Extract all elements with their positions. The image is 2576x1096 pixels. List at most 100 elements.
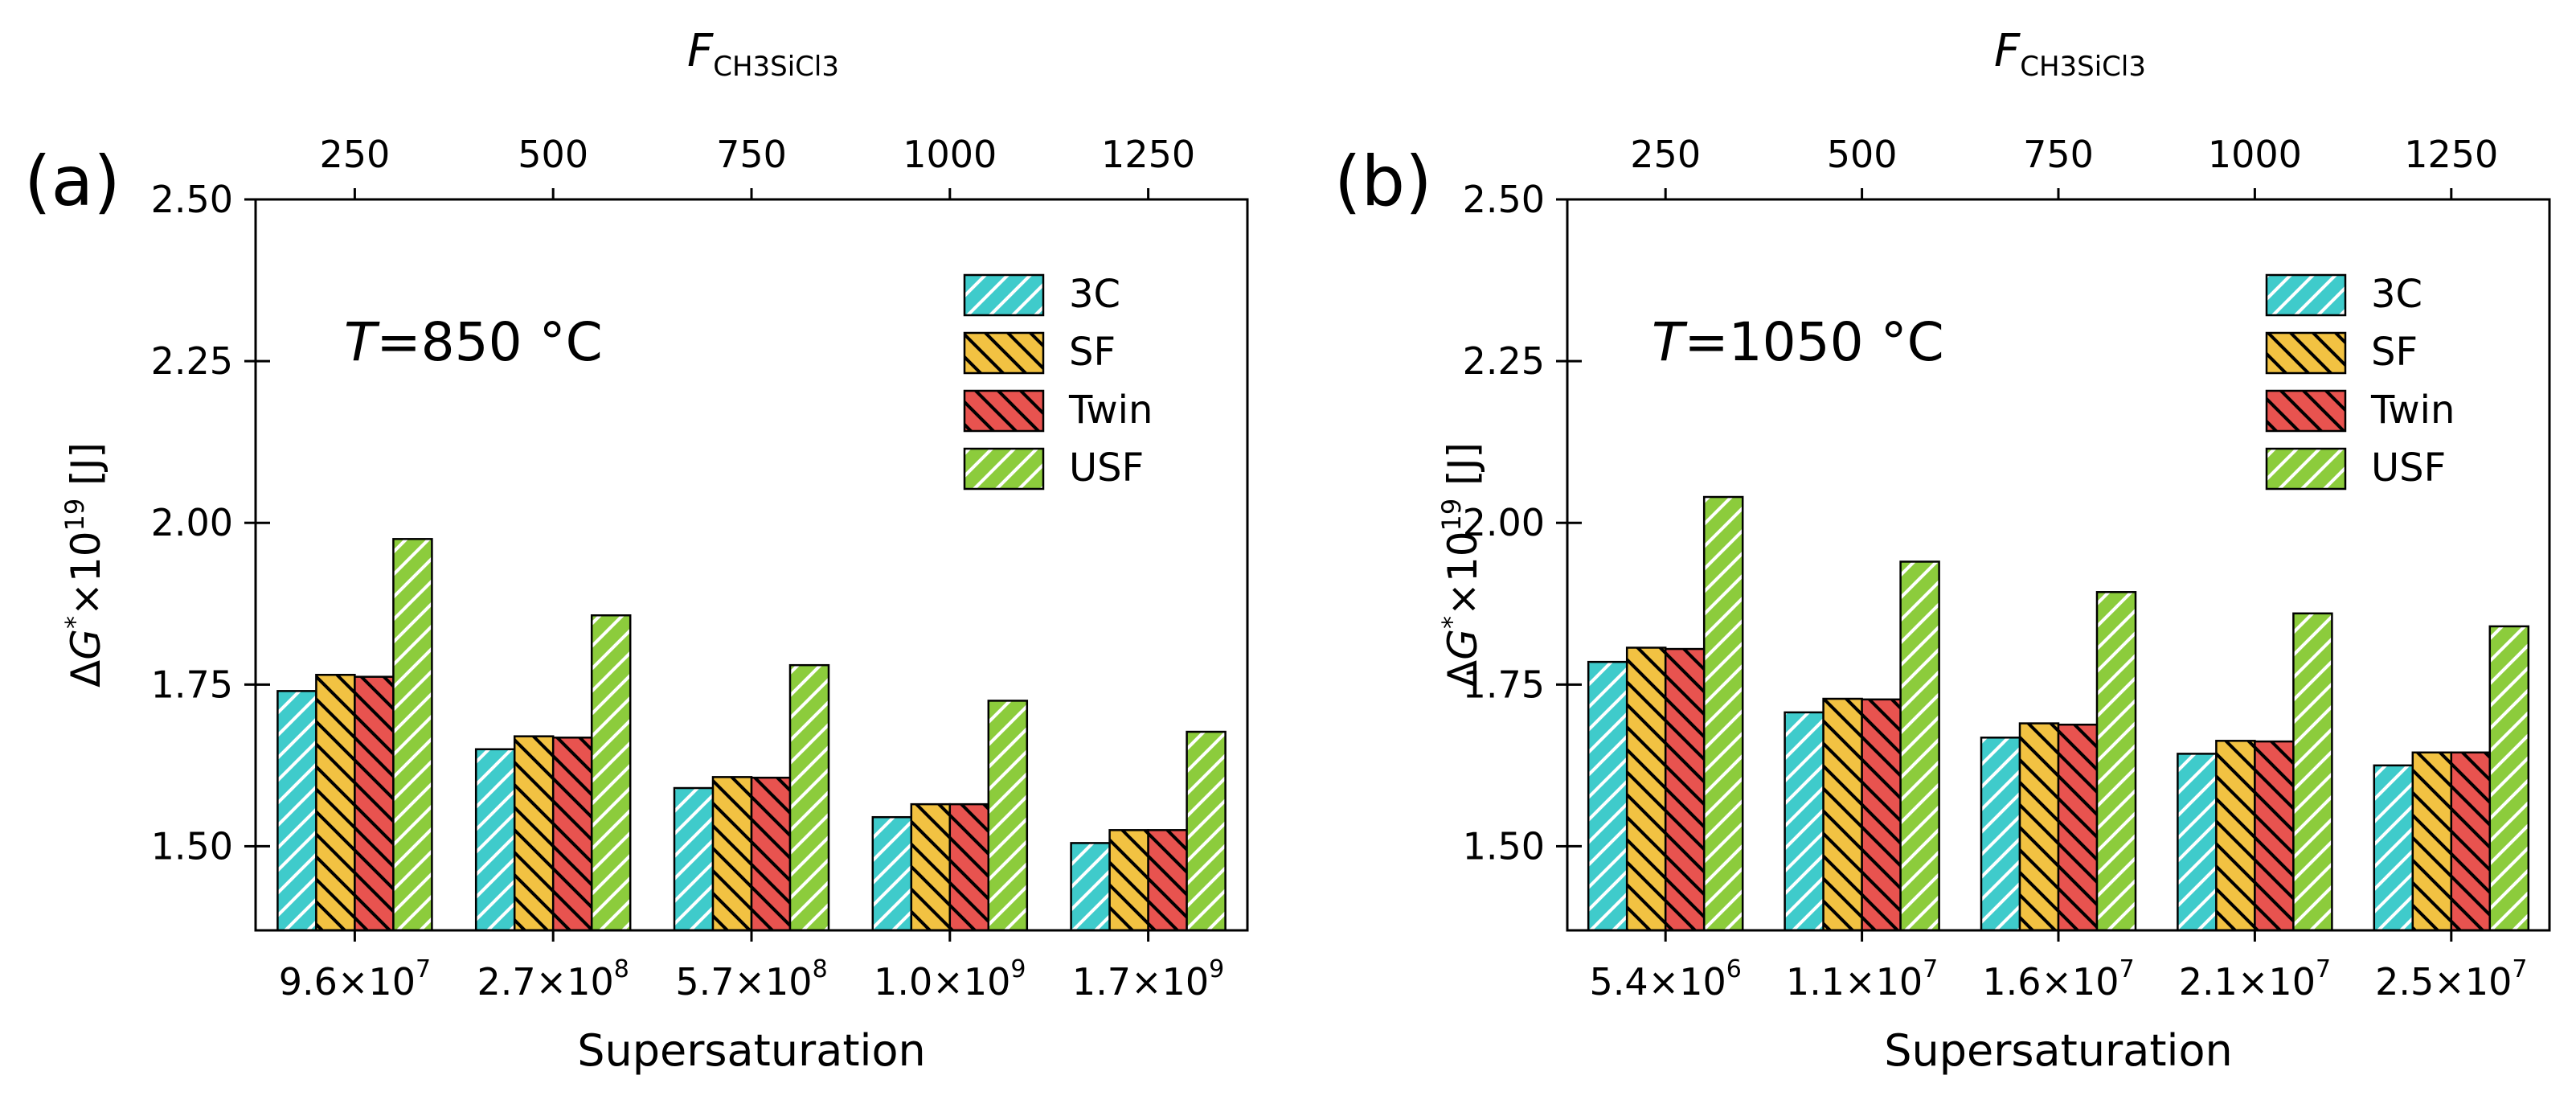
bar-usf-4 (2292, 612, 2333, 932)
bar-sf-5 (2411, 751, 2453, 932)
legend-swatch (963, 331, 1045, 375)
legend-item-sf: SF (963, 330, 1116, 375)
top-tick-label: 500 (1827, 133, 1898, 176)
bar-3c-4 (871, 815, 913, 932)
top-axis-title: FCH3SiCl3 (687, 25, 839, 83)
legend-label: USF (2371, 445, 2446, 491)
legend-swatch (963, 273, 1045, 317)
x-category-label: 5.4×106 (1590, 955, 1742, 1004)
top-tick-label: 1250 (2404, 133, 2498, 176)
top-tick-label: 1250 (1101, 133, 1195, 176)
legend-label: SF (2371, 330, 2418, 375)
y-tick-label: 1.50 (151, 824, 233, 868)
bar-usf-1 (392, 538, 433, 932)
y-tick-label: 2.50 (1463, 178, 1545, 221)
bar-sf-1 (1625, 647, 1667, 932)
bar-3c-2 (1784, 711, 1824, 932)
bar-sf-2 (513, 735, 555, 932)
bar-usf-5 (1186, 730, 1227, 932)
x-category-label: 1.0×109 (874, 955, 1026, 1004)
y-tick-label: 1.75 (151, 663, 233, 706)
y-tick-label: 2.25 (1463, 339, 1545, 383)
top-tick-label: 250 (1630, 133, 1701, 176)
legend-swatch (2265, 331, 2347, 375)
legend-item-twin: Twin (963, 388, 1153, 433)
legend-item-twin: Twin (2265, 388, 2455, 433)
bar-sf-5 (1108, 829, 1149, 932)
bar-twin-5 (1147, 829, 1188, 932)
top-tick-label: 500 (518, 133, 588, 176)
bar-twin-1 (1664, 647, 1706, 932)
bar-twin-3 (750, 776, 792, 932)
y-axis-title: ΔG*×1019 [J] (59, 442, 109, 688)
legend-item-usf: USF (2265, 445, 2446, 491)
legend-item-3c: 3C (963, 272, 1120, 317)
bar-twin-5 (2450, 751, 2492, 932)
bar-twin-4 (948, 803, 990, 932)
bar-usf-3 (2095, 591, 2137, 932)
y-tick-label: 2.25 (151, 339, 233, 383)
legend-label: SF (1069, 330, 1116, 375)
bar-twin-4 (2254, 740, 2295, 932)
bar-sf-1 (315, 674, 356, 932)
legend-label: Twin (2370, 388, 2455, 433)
x-axis-title: Supersaturation (1884, 1025, 2233, 1076)
bar-3c-5 (2373, 764, 2414, 932)
bar-usf-1 (1702, 495, 1744, 932)
bar-sf-3 (2018, 722, 2060, 932)
panel-label: (b) (1334, 142, 1432, 222)
panel-a: 1.50 1.75 2.00 2.25 2.50 9.6×107 2.7×108 5.7×10… (24, 25, 1249, 1076)
bar-usf-4 (987, 700, 1029, 932)
top-axis-title: FCH3SiCl3 (1994, 25, 2146, 83)
legend-label: 3C (2371, 272, 2422, 317)
bar-twin-3 (2057, 723, 2099, 932)
x-category-label: 1.1×107 (1786, 955, 1938, 1004)
y-axis-title: ΔG*×1019 [J] (1436, 442, 1486, 688)
bar-usf-5 (2488, 625, 2530, 932)
x-axis-title: Supersaturation (577, 1025, 926, 1076)
temperature-annotation: T=1050 °C (1652, 311, 1944, 373)
top-tick-label: 1000 (2208, 133, 2302, 176)
y-tick-label: 2.50 (151, 178, 233, 221)
legend-label: Twin (1068, 388, 1153, 433)
bar-3c-1 (276, 690, 317, 932)
bar-sf-2 (1822, 697, 1863, 932)
top-tick-label: 750 (716, 133, 787, 176)
bar-usf-2 (590, 614, 632, 932)
bar-3c-2 (474, 748, 516, 932)
legend-swatch (2265, 447, 2347, 491)
bar-twin-2 (1861, 698, 1902, 932)
bar-usf-2 (1899, 560, 1940, 932)
bar-twin-1 (354, 675, 395, 932)
legend-label: 3C (1069, 272, 1120, 317)
legend-label: USF (1069, 445, 1144, 491)
x-category-label: 5.7×108 (675, 955, 827, 1004)
x-category-label: 1.7×109 (1072, 955, 1224, 1004)
y-tick-label: 1.50 (1463, 824, 1545, 868)
legend-swatch (2265, 389, 2347, 433)
bar-3c-3 (1980, 737, 2021, 932)
panel-label: (a) (24, 142, 121, 222)
x-category-label: 2.1×107 (2179, 955, 2331, 1004)
x-category-label: 2.7×108 (477, 955, 629, 1004)
bar-twin-2 (551, 737, 593, 932)
bar-sf-3 (711, 776, 753, 932)
bar-3c-4 (2177, 753, 2218, 932)
x-category-label: 9.6×107 (279, 955, 431, 1004)
top-tick-label: 250 (319, 133, 390, 176)
y-tick-label: 1.75 (1463, 663, 1545, 706)
legend-swatch (963, 447, 1045, 491)
top-tick-label: 1000 (903, 133, 997, 176)
legend-item-sf: SF (2265, 330, 2418, 375)
bar-sf-4 (910, 803, 952, 932)
legend-swatch (963, 389, 1045, 433)
legend-item-usf: USF (963, 445, 1144, 491)
y-tick-label: 2.00 (1463, 501, 1545, 544)
legend-item-3c: 3C (2265, 272, 2422, 317)
temperature-annotation: T=850 °C (344, 311, 603, 373)
bar-3c-5 (1070, 842, 1111, 932)
legend-swatch (2265, 273, 2347, 317)
x-category-label: 1.6×107 (1982, 955, 2134, 1004)
top-tick-label: 750 (2023, 133, 2094, 176)
